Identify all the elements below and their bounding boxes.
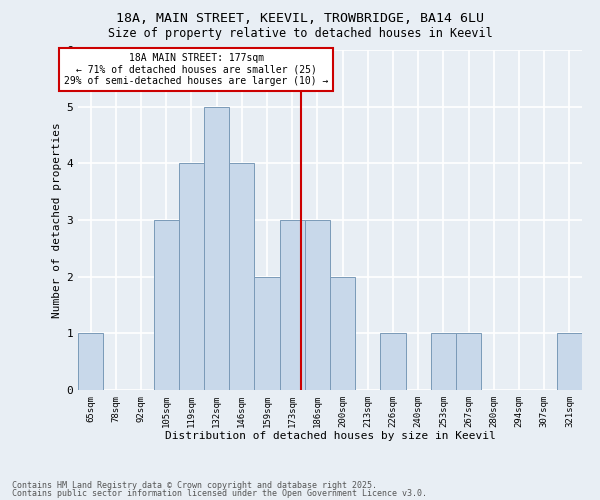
Bar (431, 334, 456, 390)
X-axis label: Distribution of detached houses by size in Keevil: Distribution of detached houses by size … (164, 432, 496, 442)
Bar (380, 334, 406, 390)
Text: Contains HM Land Registry data © Crown copyright and database right 2025.: Contains HM Land Registry data © Crown c… (12, 481, 377, 490)
Bar (557, 334, 582, 390)
Bar (330, 276, 355, 390)
Text: Contains public sector information licensed under the Open Government Licence v3: Contains public sector information licen… (12, 488, 427, 498)
Bar (456, 334, 481, 390)
Bar (254, 276, 280, 390)
Bar (280, 220, 305, 390)
Y-axis label: Number of detached properties: Number of detached properties (52, 122, 62, 318)
Bar (204, 106, 229, 390)
Text: Size of property relative to detached houses in Keevil: Size of property relative to detached ho… (107, 28, 493, 40)
Text: 18A, MAIN STREET, KEEVIL, TROWBRIDGE, BA14 6LU: 18A, MAIN STREET, KEEVIL, TROWBRIDGE, BA… (116, 12, 484, 26)
Bar (229, 164, 254, 390)
Bar (179, 164, 204, 390)
Bar (305, 220, 330, 390)
Text: 18A MAIN STREET: 177sqm
← 71% of detached houses are smaller (25)
29% of semi-de: 18A MAIN STREET: 177sqm ← 71% of detache… (64, 53, 329, 86)
Bar (154, 220, 179, 390)
Bar (78, 334, 103, 390)
